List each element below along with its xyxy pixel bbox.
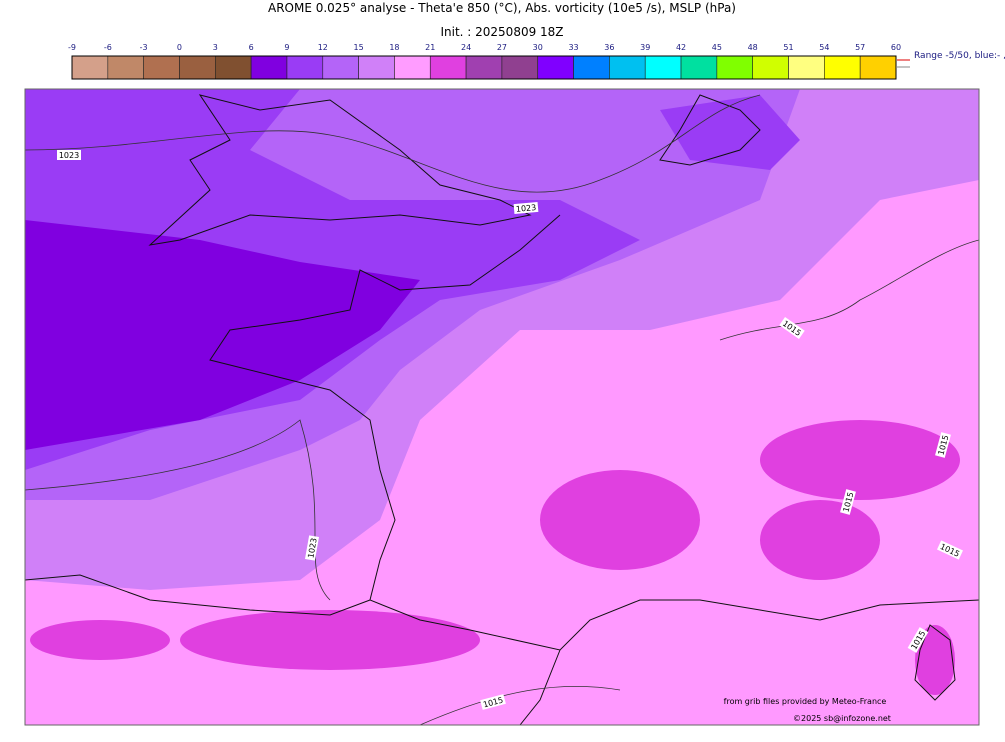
colorbar-tick-label: 27 [497, 43, 507, 52]
colorbar-tick-label: 33 [568, 43, 578, 52]
contour-label-bg [779, 317, 805, 339]
colorbar-tick-label: 36 [604, 43, 614, 52]
colorbar-tick-label: 54 [819, 43, 829, 52]
colorbar-box [752, 55, 789, 80]
colorbar-box [250, 55, 288, 80]
colorbar-tick-label: 51 [783, 43, 793, 52]
field [25, 220, 420, 450]
title: AROME 0.025° analyse - Theta'e 850 (°C),… [268, 1, 736, 15]
colorbar-box [322, 55, 359, 80]
colorbar-tick-label: 39 [640, 43, 650, 52]
field [180, 610, 480, 670]
field [760, 500, 880, 580]
colorbar-frame [71, 55, 897, 80]
colorbar-tick-label: 48 [748, 43, 758, 52]
field [915, 625, 955, 695]
range-note: Range -5/50, blue:- , r [914, 51, 1005, 61]
colorbar-box [71, 55, 109, 80]
colorbar-tick-label: 9 [284, 43, 289, 52]
colorbar-box [788, 55, 825, 80]
colorbar-box [429, 55, 467, 80]
colorbar-box [609, 55, 646, 80]
contour-labels: 1023 1023 1023 1015 1015 1015 1015 1015 … [57, 150, 963, 710]
colorbar-tick-label: 57 [855, 43, 865, 52]
contour-label: 1023 [59, 151, 79, 160]
colorbar-tick-label: -6 [104, 43, 112, 52]
colorbar-tick-label: 42 [676, 43, 686, 52]
colorbar-box [394, 55, 431, 80]
coastlines [25, 94, 979, 725]
colorbar-box [859, 55, 897, 80]
colorbar-tick-label: 12 [318, 43, 328, 52]
colorbar-tick-label: 24 [461, 43, 471, 52]
colorbar-tick-label: 0 [177, 43, 182, 52]
colorbar-tick-label: 30 [533, 43, 543, 52]
colorbar-box [107, 55, 144, 80]
contour-label: 1023 [516, 203, 537, 214]
contour-label-bg [937, 540, 963, 560]
credit: ©2025 sb@infozone.net [793, 714, 891, 723]
colorbar-box [358, 55, 395, 80]
field [760, 420, 960, 500]
colorbar-box [215, 55, 252, 80]
colorbar-tick-label: 18 [389, 43, 399, 52]
colorbar-box [465, 55, 503, 80]
contour-label-bg [304, 535, 320, 561]
colorbar-box [179, 55, 216, 80]
colorbar-box [143, 55, 180, 80]
colorbar-box [680, 55, 718, 80]
subtitle: Init. : 20250809 18Z [440, 25, 563, 39]
contour-label-bg [935, 432, 951, 458]
colorbar-tick-label: 21 [425, 43, 435, 52]
colorbar-tick-label: 6 [249, 43, 254, 52]
contour-label-bg [513, 201, 539, 215]
contour-label-bg [840, 489, 856, 515]
map: 1023 1023 1023 1015 1015 1015 1015 1015 … [24, 88, 980, 726]
contour-label: 1023 [306, 537, 318, 559]
field [30, 620, 170, 660]
colorbar-box [501, 55, 539, 80]
credit: from grib files provided by Meteo-France [724, 697, 887, 706]
colorbar-tick-label: -9 [68, 43, 76, 52]
colorbar-box [286, 55, 324, 80]
colorbar: -9 -6 -3 0 3 6 9 12 15 18 21 24 27 30 33 36 39 42 45 48 51 54… [68, 43, 901, 80]
colorbar-box [716, 55, 753, 80]
colorbar-tick-label: 45 [712, 43, 722, 52]
colorbar-tick-label: -3 [140, 43, 148, 52]
colorbar-tick-label: 3 [213, 43, 218, 52]
colorbar-box [573, 55, 610, 80]
field [540, 470, 700, 570]
contour-label-bg [57, 150, 81, 160]
isobars [25, 94, 979, 725]
contour-label-bg [907, 627, 929, 653]
field [660, 95, 800, 170]
colorbar-tick-label: 15 [354, 43, 364, 52]
colorbar-box [537, 55, 574, 80]
map-frame [24, 88, 980, 726]
colorbar-tick-label: 60 [891, 43, 901, 52]
contour-label-bg [480, 694, 506, 710]
colorbar-box [644, 55, 682, 80]
colorbar-box [824, 55, 861, 80]
